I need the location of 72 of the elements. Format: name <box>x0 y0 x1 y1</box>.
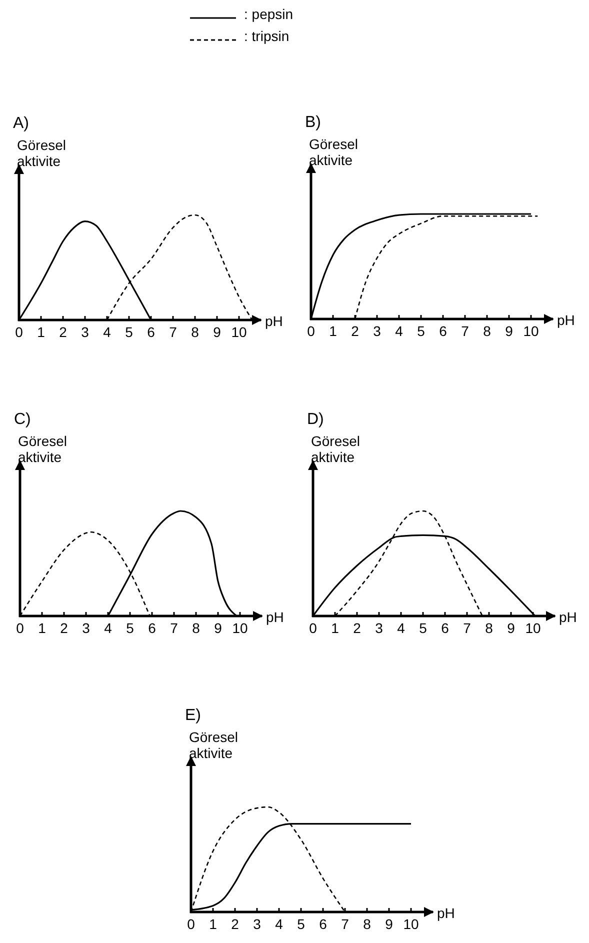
x-tick-label: 7 <box>170 620 178 636</box>
x-tick-label: 6 <box>319 916 328 932</box>
x-tick-label: 5 <box>419 620 428 636</box>
x-tick-label: 3 <box>253 916 262 932</box>
x-tick-label: 7 <box>341 916 350 932</box>
x-tick-label: 0 <box>307 323 316 339</box>
x-tick-label: 7 <box>461 323 470 339</box>
y-axis-title: Göresel aktivite <box>18 433 68 465</box>
x-tick-label: 1 <box>329 323 338 339</box>
chart-title: D) <box>307 411 324 428</box>
x-tick-label: 3 <box>375 620 384 636</box>
y-axis-title: Göresel aktivite <box>311 433 360 465</box>
x-tick-label: 10 <box>523 323 539 339</box>
x-tick-label: 7 <box>463 620 472 636</box>
x-axis-title: pH <box>265 313 283 329</box>
x-tick-label: 6 <box>441 620 450 636</box>
x-tick-label: 8 <box>191 324 200 340</box>
x-tick-label: 9 <box>214 620 222 636</box>
x-tick-label: 3 <box>81 324 90 340</box>
x-tick-label: 1 <box>331 620 340 636</box>
x-tick-label: 10 <box>403 916 419 932</box>
x-tick-label: 4 <box>395 323 404 339</box>
x-tick-label: 4 <box>275 916 284 932</box>
chart-title: B) <box>305 114 321 131</box>
x-tick-label: 9 <box>385 916 394 932</box>
x-tick-label: 2 <box>59 324 68 340</box>
x-tick-label: 3 <box>373 323 382 339</box>
chart-title: E) <box>185 707 201 724</box>
x-tick-label: 5 <box>126 620 134 636</box>
x-tick-label: 2 <box>351 323 360 339</box>
x-tick-label: 10 <box>525 620 541 636</box>
x-tick-label: 7 <box>169 324 178 340</box>
x-tick-label: 6 <box>147 324 156 340</box>
x-tick-label: 0 <box>15 324 24 340</box>
x-tick-label: 0 <box>16 620 24 636</box>
x-tick-label: 0 <box>309 620 318 636</box>
x-tick-label: 10 <box>231 324 247 340</box>
x-tick-label: 8 <box>192 620 200 636</box>
x-tick-label: 5 <box>125 324 134 340</box>
y-axis-title: Göresel aktivite <box>189 729 238 761</box>
y-axis-title: Göresel aktivite <box>309 136 358 168</box>
x-tick-label: 2 <box>231 916 240 932</box>
x-tick-label: 1 <box>38 620 46 636</box>
x-tick-label: 5 <box>297 916 306 932</box>
chart-title: C) <box>14 411 31 428</box>
x-tick-label: 9 <box>213 324 222 340</box>
legend-label: : pepsin <box>244 6 294 22</box>
y-axis-title: Göresel aktivite <box>17 137 66 169</box>
x-tick-label: 4 <box>103 324 112 340</box>
x-tick-label: 1 <box>37 324 46 340</box>
x-tick-label: 8 <box>483 323 492 339</box>
x-tick-label: 2 <box>60 620 68 636</box>
x-axis-title: pH <box>266 609 284 625</box>
x-tick-label: 9 <box>507 620 516 636</box>
x-tick-label: 0 <box>187 916 196 932</box>
x-tick-label: 5 <box>417 323 426 339</box>
x-tick-label: 3 <box>82 620 90 636</box>
x-tick-label: 1 <box>209 916 218 932</box>
x-tick-label: 6 <box>439 323 448 339</box>
x-axis-title: pH <box>557 312 575 328</box>
x-tick-label: 10 <box>232 620 248 636</box>
x-axis-title: pH <box>437 905 455 921</box>
x-tick-label: 4 <box>104 620 112 636</box>
x-tick-label: 8 <box>363 916 372 932</box>
x-tick-label: 4 <box>397 620 406 636</box>
chart-title: A) <box>13 115 29 132</box>
x-tick-label: 6 <box>148 620 156 636</box>
x-axis-title: pH <box>559 609 577 625</box>
x-tick-label: 2 <box>353 620 362 636</box>
x-tick-label: 9 <box>505 323 514 339</box>
x-tick-label: 8 <box>485 620 494 636</box>
legend-label: : tripsin <box>244 28 290 44</box>
